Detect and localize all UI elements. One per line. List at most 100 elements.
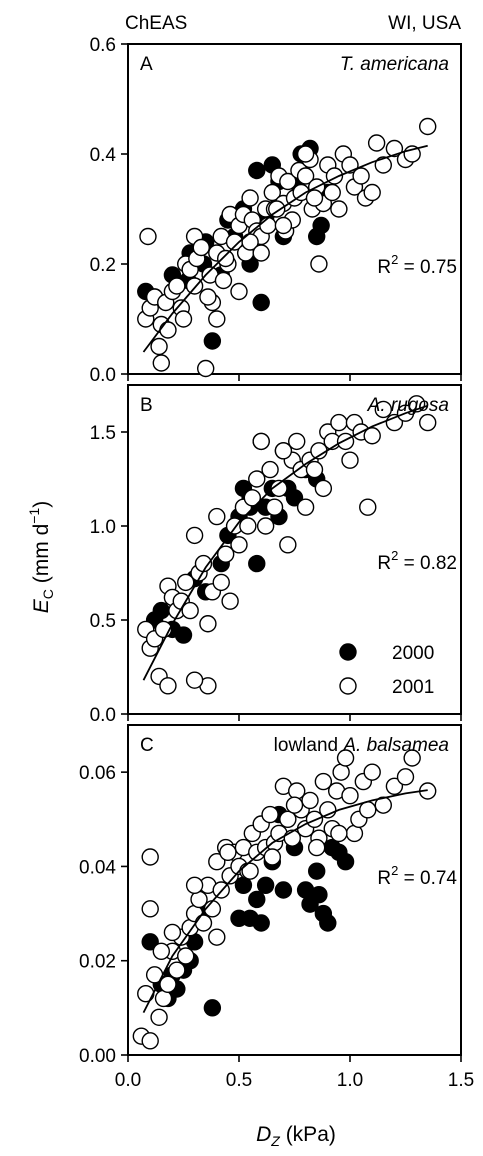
y-tick-label: 0.00 <box>79 1046 116 1067</box>
point-2001 <box>141 848 159 866</box>
y-axis-sub: C <box>40 589 56 599</box>
y-tick-label: 0.5 <box>90 611 116 632</box>
point-2001 <box>192 238 210 257</box>
r-squared-label: R2 = 0.82 <box>377 548 457 574</box>
point-2000 <box>319 914 337 932</box>
point-2001 <box>168 961 186 979</box>
panel-B: 0.0 0.5 1.0 1.5 B A. rugosa R2 = 0.82 2000 2001 <box>90 384 462 726</box>
point-2001 <box>159 677 177 695</box>
panel-frame <box>127 43 462 375</box>
y-axis-title: EC (mm d−1) <box>26 501 56 613</box>
legend-label-2000: 2000 <box>392 643 434 664</box>
point-2001 <box>141 900 159 918</box>
legend-label-2001: 2001 <box>392 677 434 698</box>
point-2001 <box>196 359 215 378</box>
point-2001 <box>152 942 171 960</box>
point-2001 <box>363 183 381 202</box>
point-2001 <box>252 244 270 262</box>
point-2001 <box>241 189 259 207</box>
point-2001 <box>330 413 348 432</box>
point-2001 <box>396 768 415 786</box>
fit-curve <box>142 404 428 681</box>
r-squared-label: R2 = 0.74 <box>377 863 457 889</box>
y-tick-label: 0.0 <box>90 365 116 386</box>
y-tick-label: 1.5 <box>90 423 116 444</box>
point-2001 <box>248 470 266 488</box>
point-2001 <box>194 914 213 932</box>
point-2000 <box>285 489 304 507</box>
species-name: A. balsamea <box>342 735 449 756</box>
point-2001 <box>288 432 306 451</box>
header-right: WI, USA <box>388 13 461 34</box>
point-2001 <box>341 787 359 805</box>
point-2001 <box>216 249 235 268</box>
point-2001 <box>208 853 226 871</box>
x-axis-sub: Z <box>270 1133 280 1149</box>
svg-text:EC (mm d−1): EC (mm d−1) <box>26 501 56 613</box>
point-2001 <box>150 337 168 356</box>
point-2001 <box>296 167 315 185</box>
point-2001 <box>177 947 195 965</box>
y-axis-unit-sup: −1 <box>26 508 42 524</box>
panels: 0.0 0.2 0.4 0.6 A T. americana R2 = 0.75 0.0 0.5… <box>79 35 474 1091</box>
panel-letter: C <box>140 735 154 756</box>
point-2000 <box>152 601 171 620</box>
point-2001 <box>221 592 239 610</box>
legend-marker-2001 <box>339 677 357 695</box>
point-2000 <box>248 161 266 180</box>
point-2000 <box>174 626 193 644</box>
point-2001 <box>137 985 155 1003</box>
point-2000 <box>248 890 266 909</box>
point-2001 <box>261 460 279 479</box>
point-2000 <box>203 332 222 350</box>
point-2001 <box>363 427 381 445</box>
point-2001 <box>374 796 392 814</box>
y-tick-label: 1.0 <box>90 517 116 538</box>
point-2001 <box>314 479 333 498</box>
y-tick-label: 0.06 <box>79 763 116 784</box>
point-2001 <box>239 517 257 535</box>
point-2001 <box>263 183 281 202</box>
point-2001 <box>274 216 293 235</box>
point-2000 <box>141 933 159 951</box>
y-tick-label: 0.4 <box>90 145 117 166</box>
fit-curve <box>142 789 428 1014</box>
point-2001 <box>261 805 279 824</box>
x-axis-unit: (kPa) <box>280 1123 336 1146</box>
panel-C: 0.00 0.02 0.04 0.06 0.0 0.5 1.0 1.5 C lowland A. … <box>79 724 474 1091</box>
x-tick-label: 1.5 <box>448 1070 474 1091</box>
point-2001 <box>230 282 248 301</box>
point-2001 <box>279 536 297 554</box>
point-2001 <box>265 498 284 516</box>
point-2000 <box>256 876 275 894</box>
point-2001 <box>279 810 297 828</box>
point-2001 <box>336 432 355 451</box>
species-prefix: lowland <box>274 735 344 756</box>
point-2001 <box>208 928 226 946</box>
point-2001 <box>367 134 386 152</box>
y-tick-label: 0.02 <box>79 952 116 973</box>
y-tick-label: 0.04 <box>79 857 116 878</box>
y-axis-unit-post: ) <box>30 501 53 508</box>
point-2001 <box>230 536 248 554</box>
point-2001 <box>359 801 377 819</box>
point-2000 <box>248 554 266 573</box>
point-2000 <box>274 881 293 899</box>
point-2001 <box>208 507 226 526</box>
point-2001 <box>252 432 270 451</box>
point-2001 <box>330 824 348 843</box>
point-2001 <box>159 975 177 993</box>
point-2001 <box>314 772 333 791</box>
point-2001 <box>385 139 404 158</box>
point-2001 <box>274 442 293 460</box>
point-2001 <box>199 288 217 306</box>
panel-A: 0.0 0.2 0.4 0.6 A T. americana R2 = 0.75 <box>90 35 462 386</box>
species-label: T. americana <box>340 54 449 75</box>
point-2001 <box>385 777 404 795</box>
point-2001 <box>296 145 315 163</box>
y-tick-label: 0.2 <box>90 255 116 276</box>
point-2001 <box>159 321 177 339</box>
point-2001 <box>419 117 437 136</box>
point-2001 <box>305 189 324 207</box>
